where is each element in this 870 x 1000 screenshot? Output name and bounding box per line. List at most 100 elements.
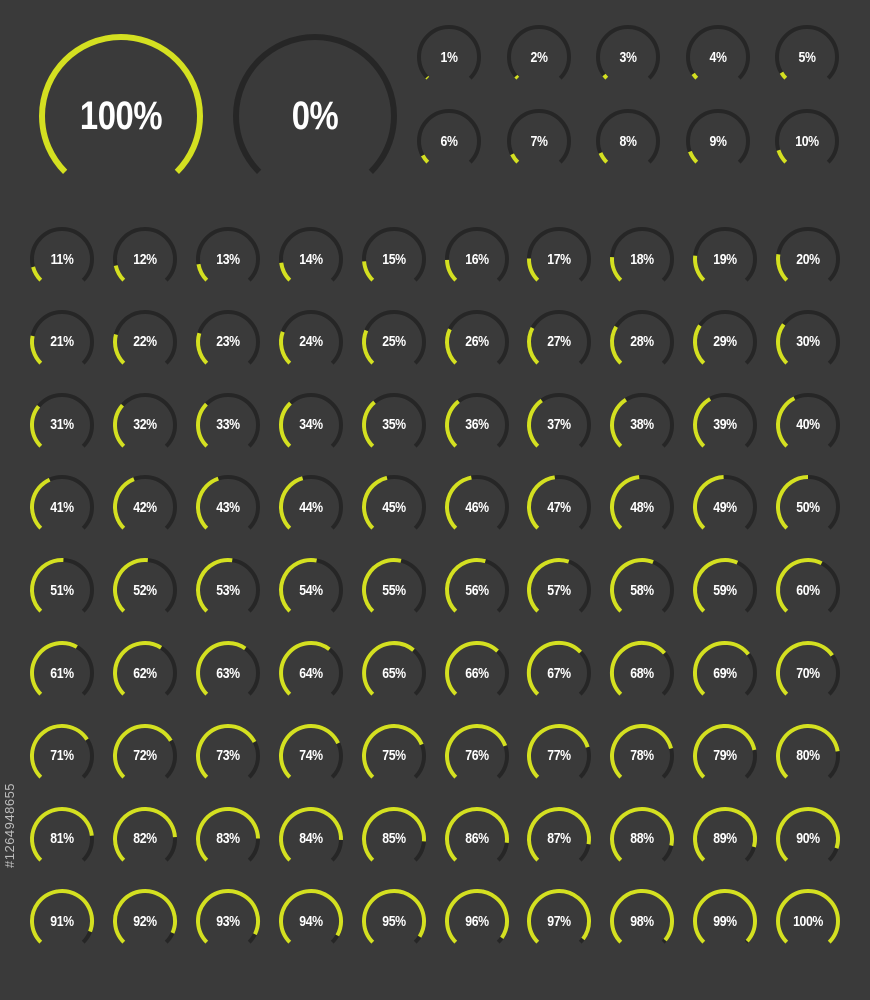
gauge-progress-arc — [779, 71, 788, 80]
gauge-percent-label: 17% — [547, 250, 572, 268]
gauge-graphic — [527, 889, 592, 945]
gauge-progress-arc — [195, 477, 219, 531]
gauge-graphic — [527, 309, 592, 365]
gauge-progress-arc — [514, 74, 520, 80]
gauge-graphic — [278, 392, 343, 448]
gauge-percent-label: 84% — [298, 830, 323, 848]
small-gauge-8: 8% — [594, 107, 662, 175]
gauge-progress-arc — [527, 475, 556, 531]
gauge-percent-label: 95% — [381, 912, 406, 930]
gauge-progress-arc — [610, 397, 628, 448]
grid-gauge-60: 60% — [774, 556, 842, 624]
gauge-graphic — [112, 641, 177, 696]
gauge-percent-label: 20% — [796, 250, 820, 268]
gauge-graphic — [527, 806, 592, 862]
gauge-percent-label: 14% — [298, 250, 323, 268]
gauge-progress-arc — [361, 889, 426, 945]
grid-gauge-78: 78% — [608, 722, 676, 790]
grid-gauge-100: 100% — [774, 887, 842, 955]
grid-gauge-25: 25% — [360, 308, 428, 376]
gauge-progress-arc — [113, 264, 126, 282]
grid-gauge-13: 13% — [194, 225, 262, 293]
gauge-progress-arc — [776, 558, 823, 613]
gauge-graphic — [195, 392, 260, 448]
grid-gauge-81: 81% — [28, 805, 96, 873]
gauge-percent-label: 30% — [796, 333, 820, 351]
grid-gauge-65: 65% — [360, 639, 428, 707]
gauge-percent-label: 5% — [798, 48, 816, 66]
grid-gauge-59: 59% — [691, 556, 759, 624]
gauge-progress-arc — [527, 889, 592, 945]
grid-gauge-56: 56% — [443, 556, 511, 624]
grid-gauge-24: 24% — [277, 308, 345, 376]
gauge-track — [195, 227, 260, 282]
gauge-percent-label: 59% — [713, 581, 737, 599]
gauge-graphic — [30, 723, 94, 779]
grid-gauge-79: 79% — [691, 722, 759, 790]
grid-gauge-69: 69% — [691, 639, 759, 707]
gauge-graphic — [693, 227, 758, 282]
gauge-progress-arc — [195, 723, 257, 779]
grid-gauge-98: 98% — [608, 887, 676, 955]
gauge-graphic — [361, 558, 426, 613]
gauge-progress-arc — [510, 153, 520, 164]
grid-gauge-46: 46% — [443, 473, 511, 541]
gauge-percent-label: 52% — [133, 581, 157, 599]
grid-gauge-15: 15% — [360, 225, 428, 293]
gauge-graphic — [195, 723, 260, 779]
gauge-percent-label: 92% — [133, 912, 157, 930]
gauge-progress-arc — [527, 326, 540, 365]
gauge-graphic — [417, 25, 481, 80]
gauge-progress-arc — [691, 72, 699, 80]
gauge-progress-arc — [693, 558, 739, 613]
gauge-graphic — [686, 109, 750, 164]
grid-gauge-62: 62% — [111, 639, 179, 707]
gauge-graphic — [776, 227, 841, 282]
gauge-progress-arc — [361, 723, 424, 779]
gauge-progress-arc — [425, 75, 430, 80]
small-gauge-5: 5% — [773, 23, 841, 91]
gauge-percent-label: 44% — [298, 498, 323, 516]
gauge-progress-arc — [444, 889, 509, 945]
gauge-graphic — [195, 558, 260, 613]
gauge-graphic — [30, 889, 94, 945]
gauge-percent-label: 82% — [133, 830, 157, 848]
gauge-percent-label: 72% — [133, 747, 157, 765]
gauge-track — [775, 109, 839, 164]
grid-gauge-63: 63% — [194, 639, 262, 707]
gauge-progress-arc — [527, 640, 583, 696]
gauge-graphic — [39, 34, 203, 174]
gauge-percent-label: 81% — [50, 830, 74, 848]
grid-gauge-23: 23% — [194, 308, 262, 376]
gauge-track — [507, 109, 571, 164]
gauge-graphic — [527, 475, 592, 531]
gauge-progress-arc — [30, 641, 78, 696]
gauge-graphic — [444, 558, 509, 613]
gauge-percent-label: 10% — [795, 132, 819, 150]
gauge-percent-label: 85% — [381, 830, 406, 848]
gauge-graphic — [693, 723, 758, 779]
grid-gauge-20: 20% — [774, 225, 842, 293]
gauge-percent-label: 42% — [133, 498, 157, 516]
gauge-percent-label: 88% — [630, 830, 655, 848]
gauge-percent-label: 11% — [50, 250, 74, 268]
grid-gauge-99: 99% — [691, 887, 759, 955]
grid-gauge-96: 96% — [443, 887, 511, 955]
gauge-progress-arc — [278, 806, 343, 862]
gauge-graphic — [610, 227, 675, 282]
gauge-progress-arc — [361, 641, 415, 696]
gauge-graphic — [361, 889, 426, 945]
gauge-percent-label: 90% — [796, 830, 820, 848]
gauge-graphic — [776, 558, 841, 613]
gauge-graphic — [444, 227, 509, 282]
gauge-percent-label: 13% — [216, 250, 240, 268]
grid-gauge-21: 21% — [28, 308, 96, 376]
stock-id-watermark: #1264948655 — [2, 782, 17, 868]
gauge-progress-arc — [610, 256, 623, 282]
grid-gauge-74: 74% — [277, 722, 345, 790]
gauge-graphic — [693, 392, 758, 448]
grid-gauge-90: 90% — [774, 805, 842, 873]
gauge-graphic — [278, 806, 343, 862]
gauge-progress-arc — [610, 889, 675, 945]
gauge-graphic — [527, 227, 592, 282]
